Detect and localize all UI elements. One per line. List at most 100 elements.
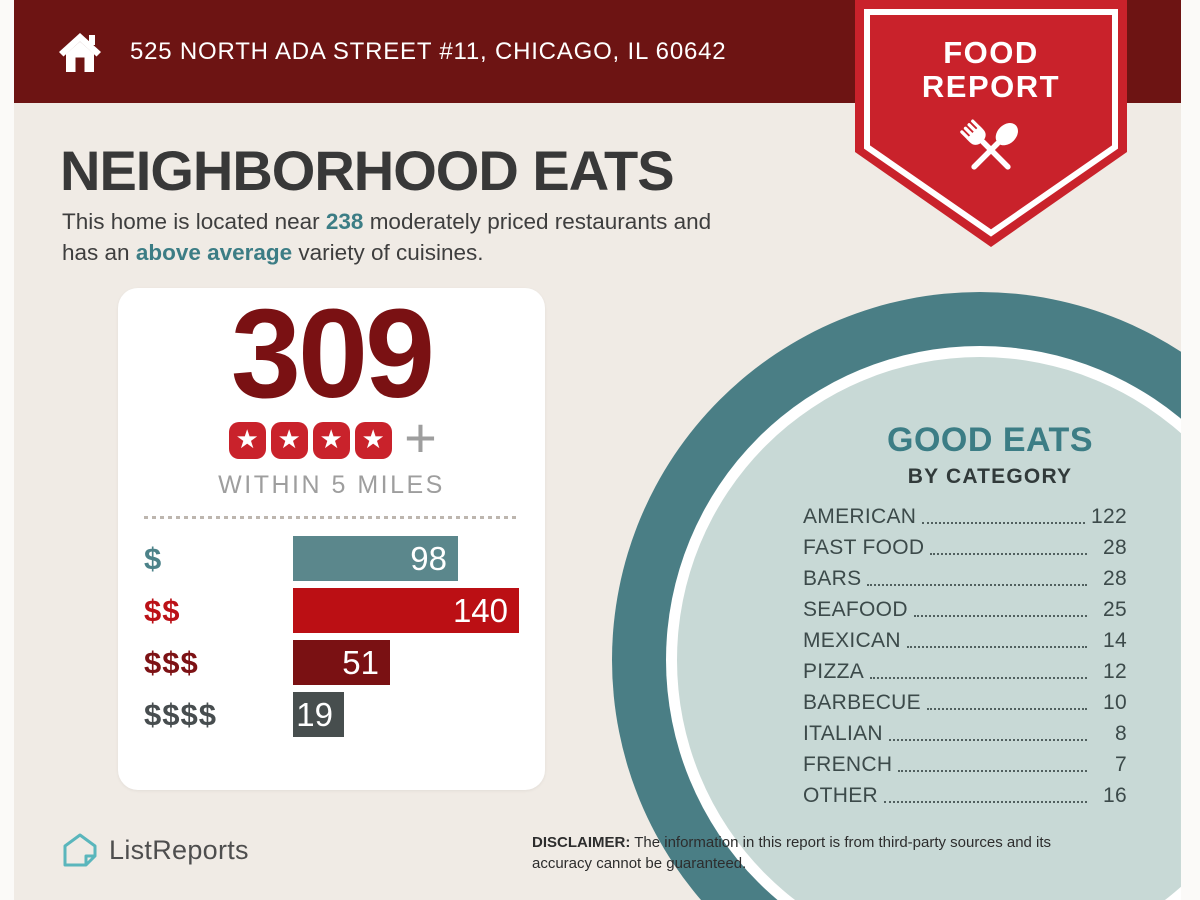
intro-line2-prefix: has an (62, 240, 136, 265)
category-value: 25 (1103, 598, 1127, 621)
price-tier-label: $$$ (144, 644, 199, 680)
disclaimer-text: DISCLAIMER: The information in this repo… (532, 833, 1157, 874)
dotted-leader (870, 677, 1087, 679)
category-label: SEAFOOD (803, 598, 908, 621)
dotted-leader (884, 801, 1087, 803)
category-row: BARBECUE 10 (803, 684, 1127, 715)
category-value: 7 (1115, 753, 1127, 776)
dotted-leader (926, 708, 1087, 710)
price-tier-value: 140 (452, 591, 508, 629)
price-tier-value: 51 (342, 643, 379, 681)
disclaimer-line1: The information in this report is from t… (630, 834, 1052, 851)
restaurant-count: 238 (325, 209, 364, 234)
good-eats-title: GOOD EATS (887, 421, 1093, 459)
category-label: ITALIAN (803, 722, 883, 745)
category-value: 10 (1103, 691, 1127, 714)
price-tier-value: 98 (410, 539, 447, 577)
category-label: FRENCH (803, 753, 893, 776)
dashed-divider (144, 516, 519, 519)
price-tier-bar: 98 (293, 536, 458, 581)
intro-text: This home is located near 238 moderately… (62, 206, 711, 268)
total-restaurant-count: 309 (230, 283, 435, 424)
ribbon-title-line2: REPORT (921, 69, 1061, 104)
price-bar-row: $98 (144, 536, 545, 581)
good-eats-header: GOOD EATS BY CATEGORY (803, 421, 1177, 489)
category-value: 12 (1103, 660, 1127, 683)
category-value: 14 (1103, 629, 1127, 652)
price-tier-label: $$$$ (144, 696, 217, 732)
variety-highlight: above average (135, 240, 293, 265)
category-label: FAST FOOD (803, 536, 925, 559)
price-tier-bar: 140 (293, 588, 519, 633)
crossed-spoon-fork-icon (960, 119, 1018, 170)
dotted-leader (888, 739, 1087, 741)
dotted-leader (867, 584, 1087, 586)
food-report-ribbon: FOOD REPORT (855, 0, 1127, 247)
star-badge: ★ (354, 422, 392, 459)
price-bar-row: $$$$ 19 (144, 692, 545, 737)
disclaimer-label: DISCLAIMER: (532, 834, 631, 851)
star-icon: ★ (277, 425, 301, 455)
star-badge: ★ (228, 422, 266, 459)
dotted-leader (930, 553, 1087, 555)
category-label: BARS (803, 567, 862, 590)
star-badge: ★ (270, 422, 308, 459)
category-label: AMERICAN (803, 505, 917, 528)
category-label: MEXICAN (803, 629, 901, 652)
dotted-leader (906, 646, 1087, 648)
category-label: BARBECUE (803, 691, 921, 714)
listreports-house-icon (63, 833, 97, 867)
star-icon: ★ (235, 425, 259, 455)
ribbon-title: FOOD REPORT (855, 36, 1127, 104)
category-value: 28 (1103, 536, 1127, 559)
category-value: 122 (1091, 505, 1127, 528)
restaurant-stats-card: 309 ★ ★ ★ ★ + WITHIN 5 MILES $98 $$ 140 $$$ 51 $$… (118, 288, 545, 790)
category-list: AMERICAN 122 FAST FOOD 28 BARS 28 SEAFOOD 25 MEX… (803, 498, 1127, 808)
intro-line2-suffix: variety of cuisines. (292, 240, 484, 265)
ribbon-shape (855, 0, 1127, 247)
dotted-leader (898, 770, 1087, 772)
category-value: 28 (1103, 567, 1127, 590)
stars-row: ★ ★ ★ ★ + (118, 406, 545, 469)
category-value: 16 (1103, 784, 1127, 807)
category-row: SEAFOOD 25 (803, 591, 1127, 622)
category-row: FAST FOOD 28 (803, 529, 1127, 560)
price-bars: $98 $$ 140 $$$ 51 $$$$ 19 (118, 536, 545, 737)
intro-line1-prefix: This home is located near (62, 209, 326, 234)
within-miles-caption: WITHIN 5 MILES (218, 471, 445, 499)
property-address: 525 NORTH ADA STREET #11, CHICAGO, IL 60… (130, 37, 727, 65)
category-row: BARS 28 (803, 560, 1127, 591)
ribbon-title-line1: FOOD (943, 35, 1039, 70)
page-title: NEIGHBORHOOD EATS (60, 139, 675, 202)
category-row: ITALIAN 8 (803, 715, 1127, 746)
category-label: OTHER (803, 784, 878, 807)
star-badge: ★ (312, 422, 350, 459)
price-tier-value: 19 (296, 695, 333, 733)
star-icon: ★ (361, 425, 385, 455)
star-icon: ★ (319, 425, 343, 455)
price-tier-label: $ (144, 540, 163, 576)
category-row: MEXICAN 14 (803, 622, 1127, 653)
home-icon (59, 32, 101, 72)
category-row: PIZZA 12 (803, 653, 1127, 684)
price-tier-label: $$ (144, 592, 181, 628)
dotted-leader (913, 615, 1087, 617)
price-tier-bar: 19 (293, 692, 344, 737)
plus-sign: + (404, 406, 437, 469)
disclaimer-line2: accuracy cannot be guaranteed. (532, 854, 747, 872)
price-bar-row: $$$ 51 (144, 640, 545, 685)
category-row: OTHER 16 (803, 777, 1127, 808)
category-label: PIZZA (803, 660, 865, 683)
good-eats-subtitle: BY CATEGORY (907, 465, 1073, 488)
intro-line1-suffix: moderately priced restaurants and (363, 209, 712, 234)
price-tier-bar: 51 (293, 640, 390, 685)
category-value: 8 (1115, 722, 1127, 745)
category-row: AMERICAN 122 (803, 498, 1127, 529)
listreports-logo: ListReports (62, 832, 249, 868)
category-row: FRENCH 7 (803, 746, 1127, 777)
listreports-wordmark: ListReports (109, 834, 249, 865)
dotted-leader (922, 522, 1086, 524)
report-canvas: 525 NORTH ADA STREET #11, CHICAGO, IL 60… (14, 0, 1181, 900)
price-bar-row: $$ 140 (144, 588, 545, 633)
